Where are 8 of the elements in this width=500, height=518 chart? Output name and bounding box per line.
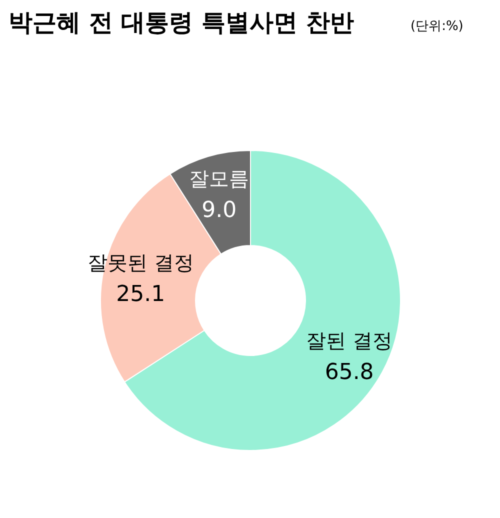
data-label: 25.1 — [116, 282, 166, 307]
slice-label: 잘된 결정 — [306, 328, 392, 352]
data-label: 9.0 — [202, 198, 237, 223]
text: (단위:%) — [410, 19, 464, 34]
slice-label: 잘모름 — [189, 166, 250, 190]
data-label: 65.8 — [324, 360, 374, 385]
slice-label: 잘못된 결정 — [87, 250, 194, 274]
chart-title: 박근혜 전 대통령 특별사면 찬반 — [8, 8, 354, 36]
